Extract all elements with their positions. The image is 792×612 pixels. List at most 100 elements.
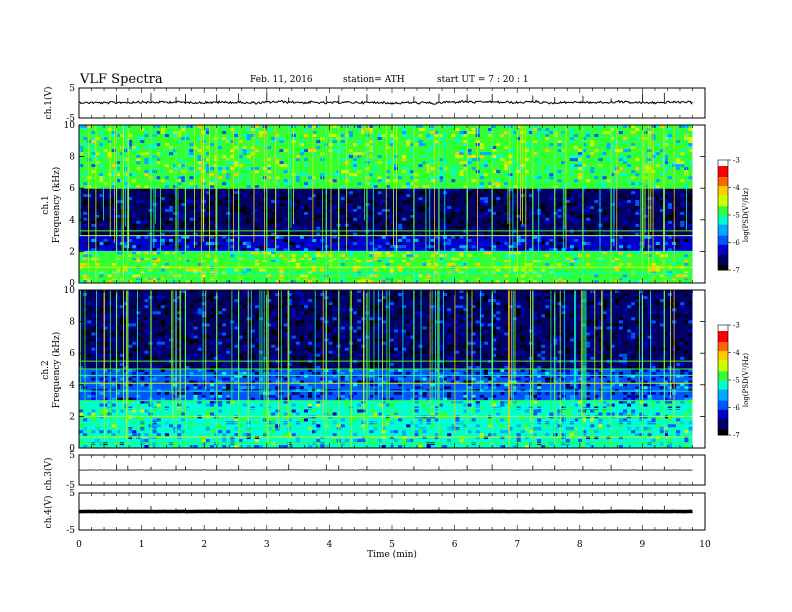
ch2-spectrogram-cell <box>107 430 112 434</box>
ch1-spectrogram-cell <box>479 182 484 186</box>
ch2-spectrogram-cell <box>598 371 603 375</box>
ch2-spectrogram-cell <box>414 369 419 372</box>
ch1-spectrogram-cell <box>504 274 509 278</box>
ch1-spectrogram-cell <box>283 238 288 242</box>
ch1-spectrogram-cell <box>684 262 689 266</box>
ch1-spectrogram-cell <box>303 128 308 131</box>
ch1-spectrogram-cell <box>246 137 251 140</box>
ch2-spectrogram-cell <box>111 409 116 413</box>
ch1-spectrogram-cell <box>246 220 251 224</box>
ch1-spectrogram-cell <box>369 200 374 203</box>
ch1-spectrogram-cell <box>303 254 308 258</box>
ch1-spectrogram-cell <box>573 260 578 263</box>
ch1-spectrogram-cell <box>287 241 292 246</box>
ch1-spectrogram-cell <box>688 223 693 227</box>
ch2-spectrogram-cell <box>377 412 382 416</box>
ch1-spectrogram-cell <box>312 271 317 275</box>
ch2-spectrogram-cell <box>144 439 149 443</box>
ch1-spectrogram-cell <box>545 208 550 212</box>
ch2-spectrogram-cell <box>160 302 165 306</box>
ch2-spectrogram-cell <box>377 296 382 300</box>
ch2-spectrogram-cell <box>569 397 574 401</box>
ch2-spectrogram-cell <box>614 299 619 303</box>
ch1-spectrogram-cell <box>471 245 476 249</box>
ch2-spectrogram-cell <box>308 369 313 372</box>
ch1-spectrogram-cell <box>361 203 366 206</box>
ch1-spectrogram-cell <box>447 254 452 258</box>
ch2-spectrogram-cell <box>238 305 243 309</box>
ch1-spectrogram-cell <box>218 226 223 230</box>
ch2-spectrogram-cell <box>463 392 468 395</box>
ch1-spectrogram-cell <box>99 211 104 215</box>
ch1-spectrogram-cell <box>316 254 321 258</box>
ch2-spectrogram-cell <box>488 380 493 384</box>
ch1-spectrogram-cell <box>451 245 456 249</box>
ch1-spectrogram-cell <box>541 125 546 128</box>
ch1-spectrogram-cell <box>500 280 505 283</box>
ch2-spectrogram-cell <box>132 371 137 375</box>
ch1-spectrogram-cell <box>618 223 623 227</box>
ch2-spectrogram-cell <box>267 392 272 395</box>
ch1-spectrogram-cell <box>598 191 603 195</box>
ch2-spectrogram-cell <box>185 374 190 378</box>
ch1-spectrogram-cell <box>647 220 652 224</box>
ch2-spectrogram-cell <box>103 380 108 384</box>
ch1-spectrogram-cell <box>344 260 349 263</box>
ch2-spectrogram-cell <box>238 424 243 428</box>
ch2-spectrogram-cell <box>598 302 603 306</box>
ch1-spectrogram-cell <box>259 248 264 252</box>
ch1-spectrogram-cell <box>164 220 169 224</box>
ch2-spectrogram-cell <box>557 397 562 401</box>
ch2-spectrogram-cell <box>418 445 423 448</box>
ch1-spectrogram-cell <box>483 152 488 156</box>
ch1-spectrogram-cell <box>99 167 104 171</box>
ch2-spectrogram-cell <box>569 380 574 384</box>
ch2-spectrogram-cell <box>87 394 92 398</box>
ch2-spectrogram-cell <box>218 430 223 434</box>
ch2-spectrogram-cell <box>263 392 268 395</box>
ch2-spectrogram-cell <box>451 380 456 384</box>
ch1-spectrogram-cell <box>557 164 562 168</box>
ch1-spectrogram-cell <box>369 194 374 198</box>
ch2-spectrogram-cell <box>410 409 415 413</box>
ch2-spectrogram-cell <box>438 445 443 448</box>
ch2-spectrogram-cell <box>410 389 415 392</box>
ch1-spectrogram-cell <box>565 241 570 246</box>
ch1-spectrogram-cell <box>160 128 165 131</box>
ch2-spectrogram-cell <box>451 394 456 398</box>
ch2-spectrogram-cell <box>316 389 321 392</box>
ch2-spectrogram-cell <box>418 400 423 404</box>
ch1-spectrogram-cell <box>369 251 374 255</box>
ch1-spectrogram-cell <box>209 262 214 266</box>
ch1-spectrogram-cell <box>353 248 358 252</box>
ch1-spectrogram-cell <box>422 208 427 212</box>
ch1-spectrogram-cell <box>537 257 542 260</box>
ch1-spectrogram-cell <box>295 170 300 174</box>
ch1-spectrogram-cell <box>164 214 169 218</box>
ch1-spectrogram-cell <box>647 149 652 153</box>
ch2-spectrogram-cell <box>635 374 640 378</box>
ch1-spectrogram-cell <box>299 262 304 266</box>
ch2-spectrogram-cell <box>156 400 161 404</box>
ch2-spectrogram-cell <box>500 392 505 395</box>
ch2-spectrogram-cell <box>218 424 223 428</box>
ch1-spectrogram-cell <box>385 208 390 212</box>
ch2-spectrogram-cell <box>160 296 165 300</box>
ch1-spectrogram-cell <box>95 158 100 162</box>
ch1-spectrogram-cell <box>316 146 321 150</box>
ch2-spectrogram-cell <box>164 380 169 384</box>
ch2-spectrogram-cell <box>316 400 321 404</box>
ch1-spectrogram-cell <box>659 254 664 258</box>
ch1-spectrogram-cell <box>144 235 149 239</box>
ch1-spectrogram-cell <box>471 167 476 171</box>
ch1-spectrogram-cell <box>259 134 264 137</box>
ch1-spectrogram-cell <box>385 194 390 198</box>
ch2-spectrogram-cell <box>357 386 362 390</box>
ch2-spectrogram-cell <box>590 436 595 440</box>
ch1-spectrogram-cell <box>451 235 456 239</box>
ch2-spectrogram-cell <box>455 400 460 404</box>
ch2-spectrogram-cell <box>614 430 619 434</box>
ch1-spectrogram-cell <box>107 155 112 159</box>
ch1-spectrogram-cell <box>471 254 476 258</box>
ch1-spectrogram-cell <box>398 155 403 159</box>
